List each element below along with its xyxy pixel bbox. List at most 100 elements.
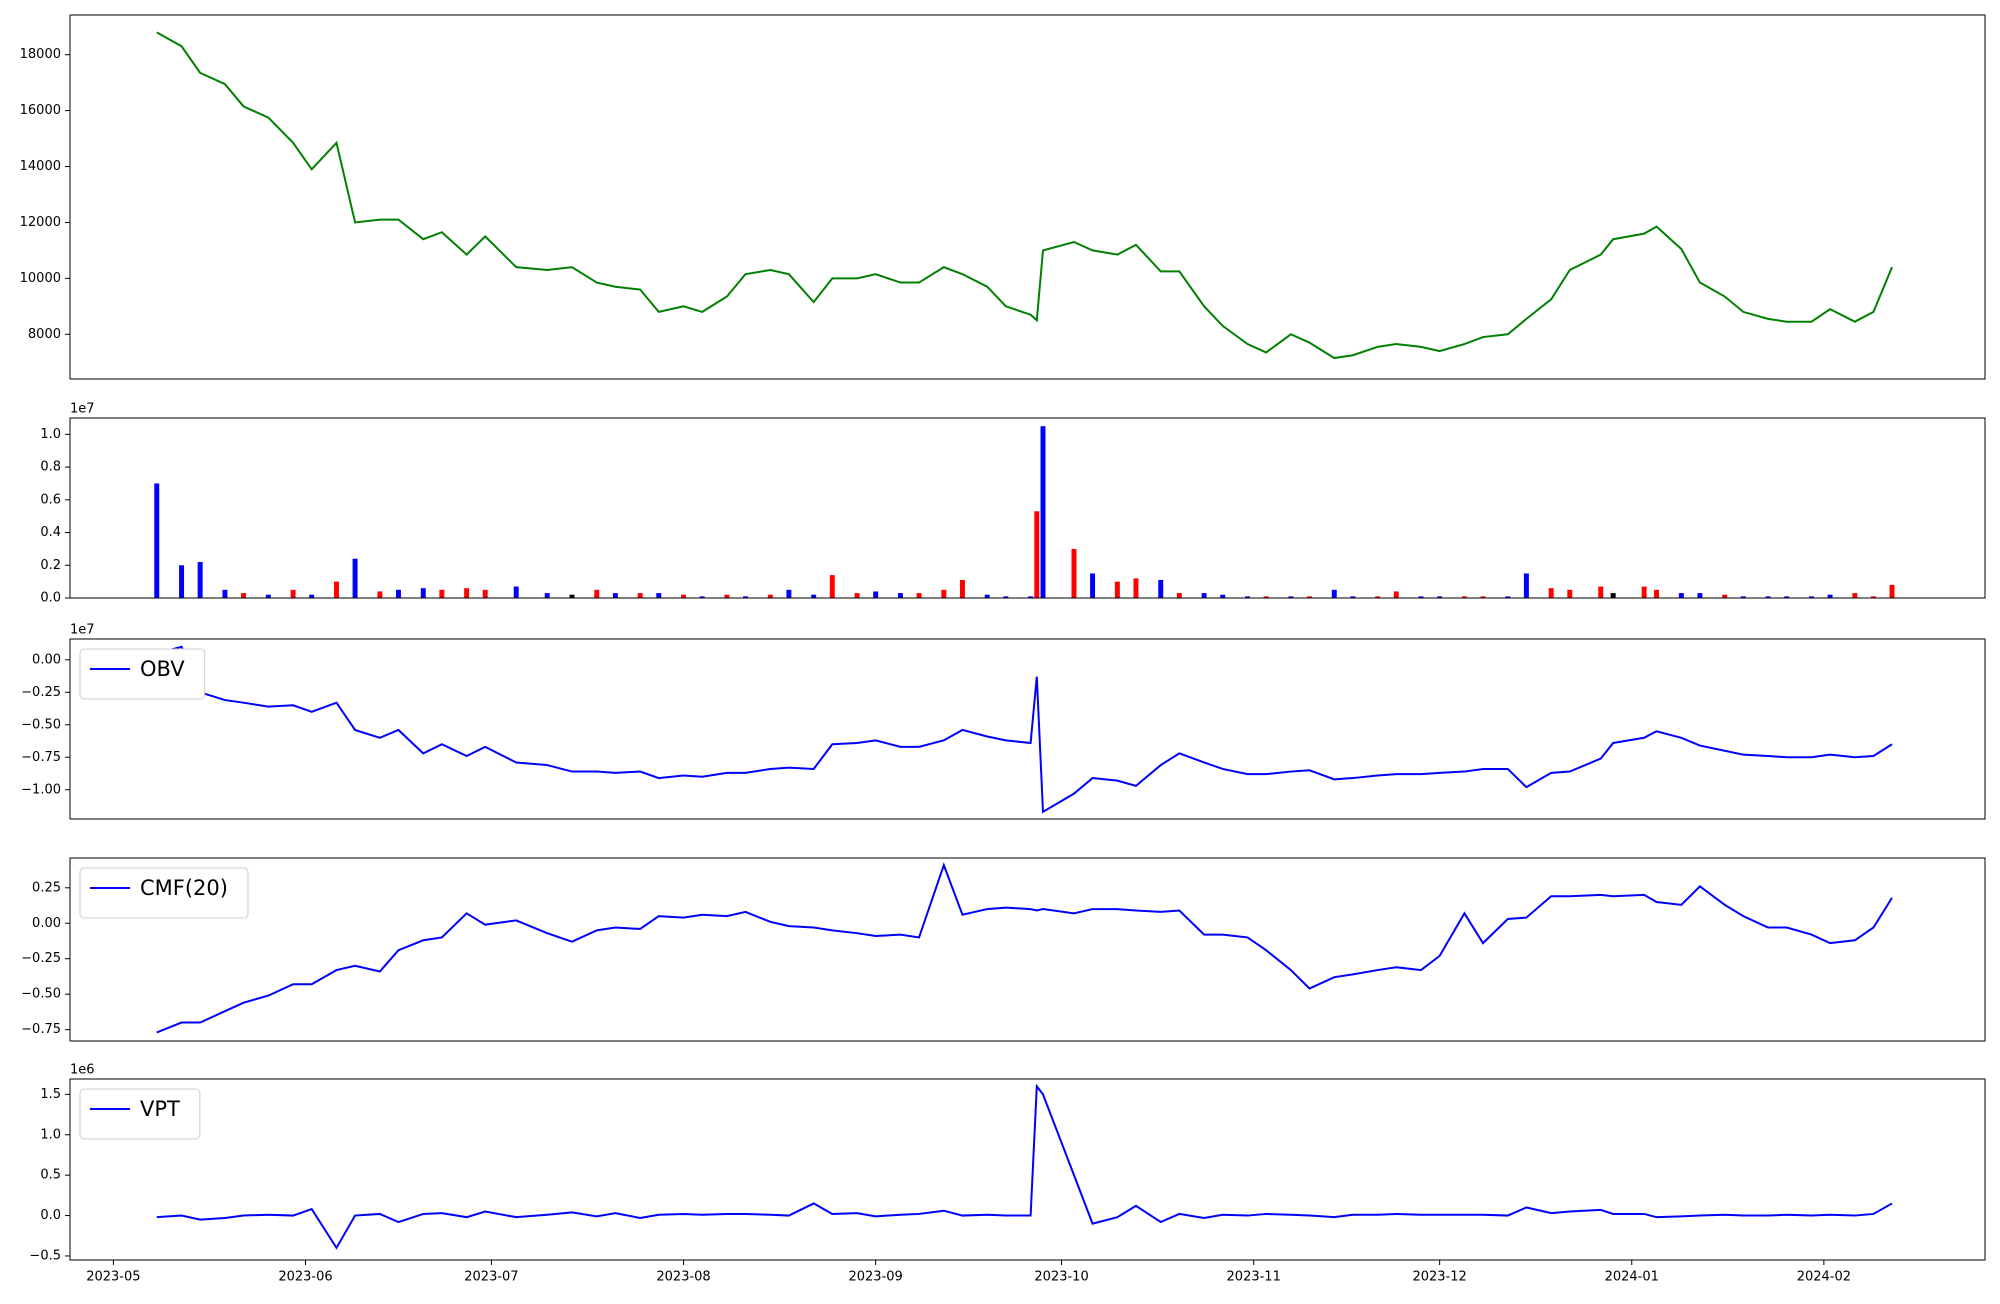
legend: VPT <box>79 1088 201 1140</box>
bar <box>637 593 643 598</box>
bar <box>1034 511 1040 598</box>
x-tick-label: 2023-10 <box>1034 1270 1088 1285</box>
bar <box>377 591 383 598</box>
x-tick-label: 2023-12 <box>1412 1270 1466 1285</box>
bar <box>1852 593 1858 598</box>
bar <box>420 588 426 598</box>
bar <box>1523 573 1529 598</box>
bar <box>1808 596 1814 598</box>
bar <box>681 594 687 598</box>
legend-box <box>79 648 206 700</box>
bar <box>984 594 990 598</box>
bar <box>352 558 358 598</box>
legend-label: VPT <box>140 1097 180 1121</box>
y-tick-label: 18000 <box>20 47 61 62</box>
x-tick-label: 2023-11 <box>1227 1270 1281 1285</box>
bar <box>786 589 792 598</box>
bar <box>1133 578 1139 598</box>
bar <box>1641 586 1647 598</box>
bar <box>1480 596 1486 598</box>
bar <box>1176 593 1182 598</box>
bar <box>1461 596 1467 598</box>
legend: OBV <box>79 648 206 700</box>
y-tick-label: 0.2 <box>40 558 61 573</box>
bar <box>1784 596 1790 598</box>
panel: −0.75 −0.50 −0.25 0.00 0.25 CMF(20) <box>21 857 1986 1042</box>
y-tick-label: −0.50 <box>21 987 61 1002</box>
bar <box>873 591 879 598</box>
bar <box>854 593 860 598</box>
panel: 8000 10000 12000 14000 16000 18000 <box>20 14 1986 380</box>
bar <box>1071 548 1077 598</box>
bar <box>1740 596 1746 598</box>
bar <box>612 593 618 598</box>
bar <box>1678 593 1684 598</box>
legend-label: CMF(20) <box>140 876 228 900</box>
bar <box>1567 589 1573 598</box>
bar <box>767 594 773 598</box>
bar <box>1003 596 1009 598</box>
y-tick-label: 14000 <box>20 159 61 174</box>
bar <box>1245 596 1250 598</box>
bar <box>594 589 600 598</box>
bar <box>222 589 228 598</box>
line <box>156 645 1893 814</box>
axes-frame <box>69 14 1986 380</box>
bar <box>1722 594 1728 598</box>
y-tick-label: −0.50 <box>21 717 61 732</box>
bar <box>569 594 575 598</box>
bar <box>179 565 185 598</box>
bar <box>1505 596 1511 598</box>
bar <box>290 589 296 598</box>
bar <box>334 581 339 598</box>
bar <box>656 593 662 598</box>
x-tick-label: 2023-08 <box>656 1270 710 1285</box>
bar <box>1870 596 1876 598</box>
bar <box>439 589 445 598</box>
y-tick-label: 0.00 <box>32 916 61 931</box>
y-tick-label: 0.5 <box>40 1168 61 1183</box>
bar <box>699 596 705 598</box>
line <box>156 1083 1893 1250</box>
bar <box>1437 596 1443 598</box>
plot-area <box>70 1079 1985 1260</box>
y-tick-label: 0.6 <box>40 492 61 507</box>
y-tick-label: 0.25 <box>32 880 61 895</box>
bar <box>1610 593 1616 598</box>
legend: CMF(20) <box>79 867 249 919</box>
axes-frame <box>69 638 1986 820</box>
y-tick-label: 10000 <box>20 271 61 286</box>
y-tick-label: −0.75 <box>21 1022 61 1037</box>
bar <box>1375 596 1381 598</box>
bar <box>154 483 160 598</box>
y-tick-label: 0.8 <box>40 460 61 475</box>
plot-area <box>70 15 1985 379</box>
bar <box>811 594 817 598</box>
bar <box>941 589 947 598</box>
y-tick-label: 12000 <box>20 215 61 230</box>
axis-offset: 1e7 <box>70 623 95 638</box>
bar <box>1288 596 1294 598</box>
y-tick-label: −0.75 <box>21 750 61 765</box>
bar <box>1697 593 1703 598</box>
plot-area <box>70 858 1985 1041</box>
y-tick-label: 0.4 <box>40 525 61 540</box>
x-tick-label: 2023-07 <box>464 1270 518 1285</box>
y-tick-label: 0.00 <box>32 652 61 667</box>
y-tick-label: 1.0 <box>40 1127 61 1142</box>
x-tick-label: 2023-09 <box>848 1270 902 1285</box>
y-tick-label: 16000 <box>20 103 61 118</box>
bar <box>544 593 550 598</box>
panel: −1.00 −0.75 −0.50 −0.25 0.00 1e7 OBV <box>21 623 1986 820</box>
panel: −0.5 0.0 0.5 1.0 1.5 2023-05 2023-06 2023-07 202… <box>29 1063 1986 1285</box>
y-tick-label: −1.00 <box>21 782 61 797</box>
bar <box>916 593 922 598</box>
bar <box>959 580 965 598</box>
bar <box>1654 589 1660 598</box>
bar <box>724 594 730 598</box>
bar <box>395 589 401 598</box>
line <box>156 31 1893 360</box>
bar <box>1220 594 1226 598</box>
